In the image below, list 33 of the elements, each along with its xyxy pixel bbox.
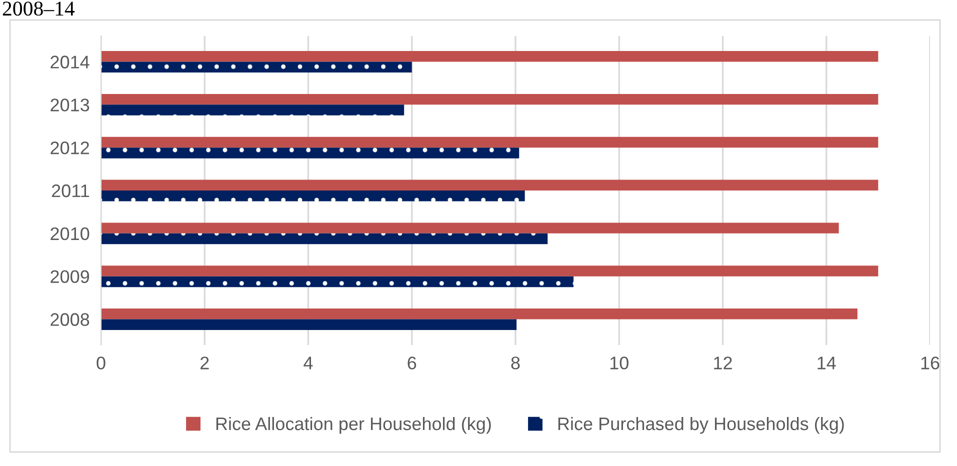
bar: [101, 222, 839, 234]
bar: [101, 136, 878, 148]
y-tick-label: 2009: [50, 270, 90, 284]
bar: [101, 308, 858, 320]
bar: [101, 233, 548, 244]
x-tick-label: 14: [818, 356, 836, 370]
x-tick-label: 4: [304, 356, 313, 370]
bar: [101, 148, 520, 158]
bar: [101, 319, 517, 330]
y-tick-label: 2010: [50, 227, 90, 240]
legend-label: Rice Allocation per Household (kg): [216, 416, 491, 434]
bar: [101, 94, 878, 105]
chart-title: 2008–14: [2, 2, 75, 16]
bar: [101, 266, 878, 276]
bar: [101, 104, 404, 116]
x-tick-label: 16: [921, 356, 940, 370]
y-tick-label: 2013: [50, 98, 90, 112]
x-tick-label: 6: [408, 356, 416, 370]
bar: [101, 190, 525, 202]
x-tick-label: 2: [200, 356, 209, 370]
y-tick-label: 2014: [50, 56, 90, 68]
x-tick-label: 8: [511, 356, 520, 370]
y-tick-label: 2008: [50, 313, 90, 326]
legend-label: Rice Purchased by Households (kg): [558, 416, 844, 434]
x-tick-label: 10: [610, 356, 628, 370]
bar: [101, 51, 878, 62]
y-tick-label: 2011: [52, 184, 90, 198]
bar: [101, 62, 412, 72]
y-tick-label: 2012: [50, 142, 89, 154]
x-tick-label: 12: [714, 356, 732, 370]
bar: [101, 180, 878, 190]
bar: [101, 276, 574, 288]
x-tick-label: 0: [96, 356, 106, 370]
